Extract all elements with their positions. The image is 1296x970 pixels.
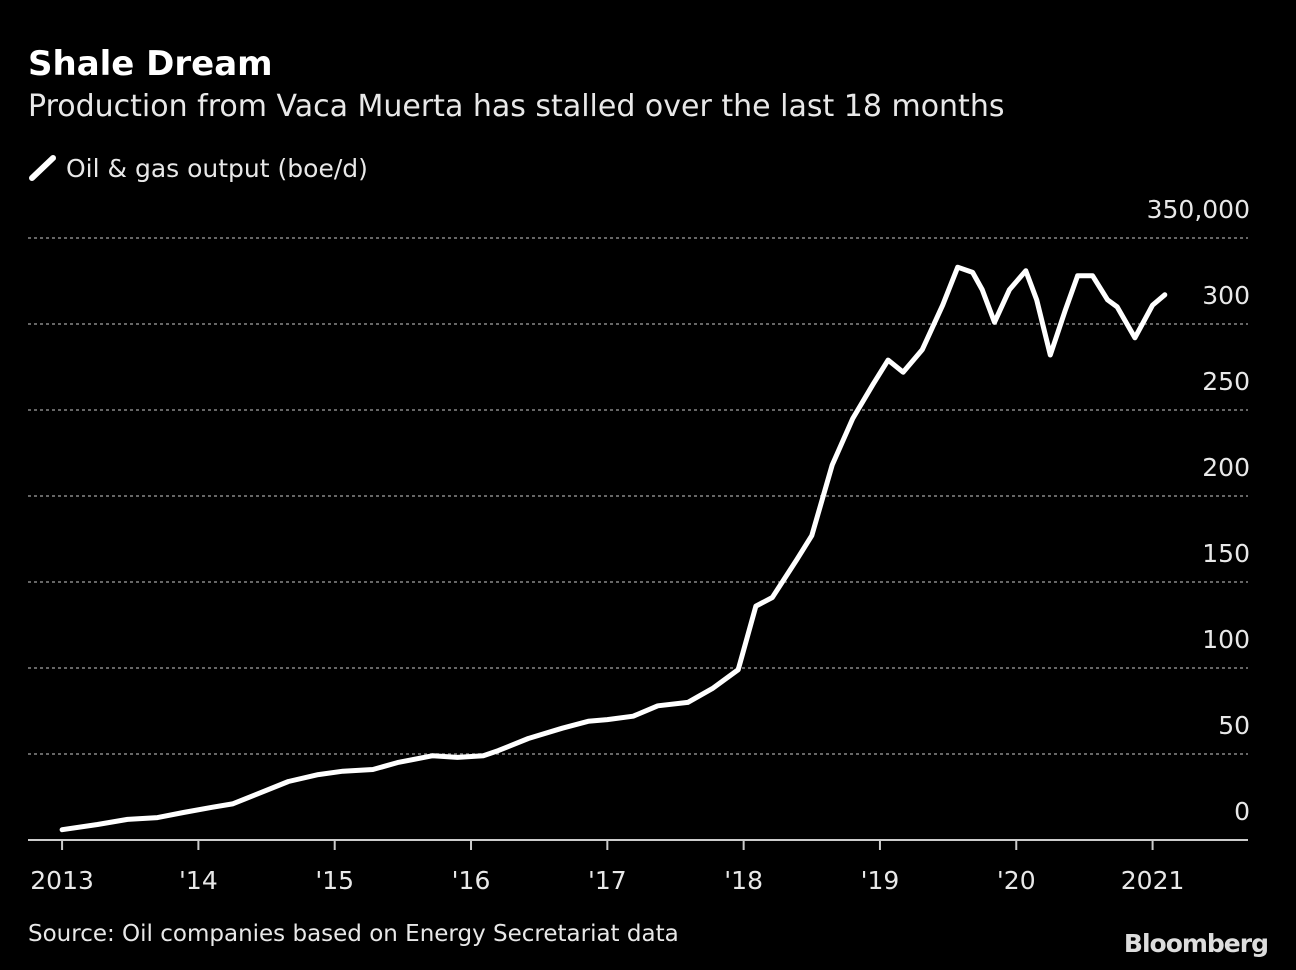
credit: Bloomberg <box>1124 929 1268 958</box>
x-tick-label: 2013 <box>30 866 94 895</box>
y-tick-label: 250 <box>1202 367 1250 396</box>
chart-subtitle: Production from Vaca Muerta has stalled … <box>28 89 1004 124</box>
x-tick-label: 2021 <box>1121 866 1185 895</box>
y-tick-label: 50 <box>1218 711 1250 740</box>
x-tick-label: '17 <box>588 866 627 895</box>
y-tick-label: 300 <box>1202 281 1250 310</box>
y-tick-label: 0 <box>1234 797 1250 826</box>
y-tick-label: 150 <box>1202 539 1250 568</box>
data-line <box>59 264 1168 833</box>
y-tick-label: 350,000 <box>1147 195 1250 224</box>
x-tick-label: '15 <box>315 866 354 895</box>
y-tick-label: 100 <box>1202 625 1250 654</box>
legend-label: Oil & gas output (boe/d) <box>66 154 368 183</box>
legend-swatch <box>29 155 56 181</box>
y-tick-label: 200 <box>1202 453 1250 482</box>
x-tick-label: '16 <box>452 866 491 895</box>
chart-title: Shale Dream <box>28 44 273 84</box>
x-tick-label: '18 <box>724 866 763 895</box>
source: Source: Oil companies based on Energy Se… <box>28 921 679 947</box>
x-tick-label: '14 <box>179 866 218 895</box>
x-tick-label: '20 <box>997 866 1036 895</box>
x-tick-label: '19 <box>861 866 900 895</box>
